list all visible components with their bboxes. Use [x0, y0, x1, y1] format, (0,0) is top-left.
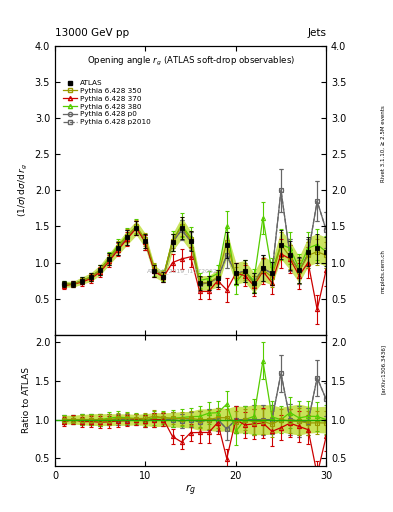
- Text: mcplots.cern.ch: mcplots.cern.ch: [381, 249, 386, 293]
- Text: Opening angle $r_g$ (ATLAS soft-drop observables): Opening angle $r_g$ (ATLAS soft-drop obs…: [86, 55, 295, 68]
- Legend: ATLAS, Pythia 6.428 350, Pythia 6.428 370, Pythia 6.428 380, Pythia 6.428 p0, Py: ATLAS, Pythia 6.428 350, Pythia 6.428 37…: [61, 78, 152, 127]
- Y-axis label: Ratio to ATLAS: Ratio to ATLAS: [22, 367, 31, 433]
- Text: Rivet 3.1.10, ≥ 2.5M events: Rivet 3.1.10, ≥ 2.5M events: [381, 105, 386, 182]
- Text: Jets: Jets: [307, 28, 326, 38]
- Text: ATLAS_2019_I1772062: ATLAS_2019_I1772062: [147, 268, 218, 274]
- X-axis label: $r_g$: $r_g$: [185, 482, 196, 498]
- Y-axis label: $(1/\sigma)\,\mathrm{d}\sigma/\mathrm{d}\,r_g$: $(1/\sigma)\,\mathrm{d}\sigma/\mathrm{d}…: [17, 163, 31, 218]
- Text: [arXiv:1306.3436]: [arXiv:1306.3436]: [381, 344, 386, 394]
- Text: 13000 GeV pp: 13000 GeV pp: [55, 28, 129, 38]
